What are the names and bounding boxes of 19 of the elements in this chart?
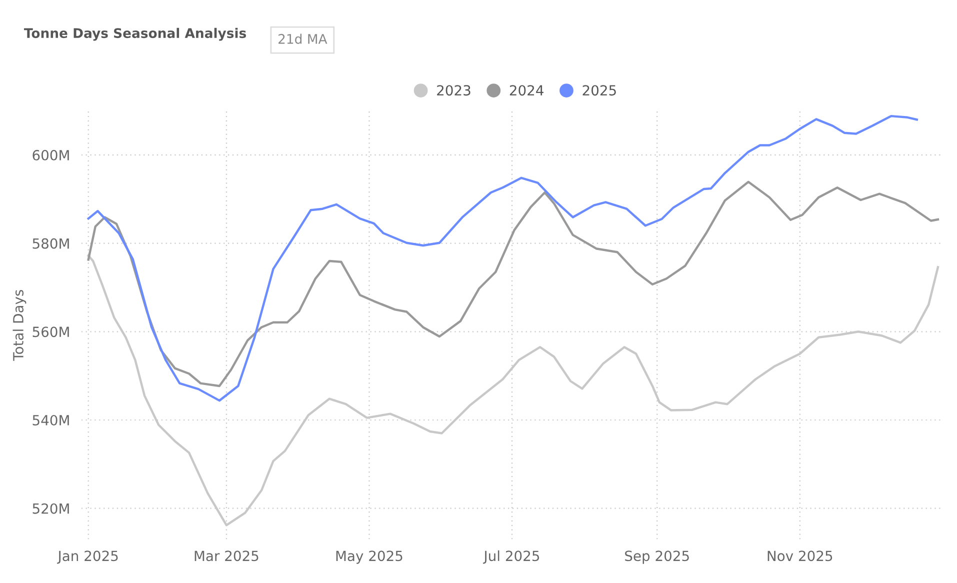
x-tick-label: Sep 2025	[625, 550, 689, 564]
x-tick-label: Jul 2025	[483, 550, 540, 564]
chart-subtitle: 21d MA	[278, 34, 328, 44]
legend-label: 2024	[510, 85, 544, 96]
legend-label: 2025	[582, 85, 616, 96]
y-tick-label: 560M	[32, 326, 69, 338]
line-series	[87, 114, 918, 402]
y-tick-label: 540M	[32, 414, 69, 426]
y-tick-label: 580M	[32, 238, 69, 249]
legend-label: 2023	[437, 85, 470, 96]
x-tick-label: Nov 2025	[768, 550, 832, 562]
y-axis-title: Total Days	[12, 290, 26, 361]
y-tick-label: 520M	[32, 503, 69, 514]
y-tick-label: 600M	[32, 150, 69, 160]
line-series	[87, 180, 940, 388]
x-tick-label: Jan 2025	[57, 550, 118, 564]
x-tick-label: May 2025	[336, 550, 402, 564]
x-tick-label: Mar 2025	[194, 550, 258, 562]
chart-title: Tonne Days Seasonal Analysis	[24, 28, 246, 41]
